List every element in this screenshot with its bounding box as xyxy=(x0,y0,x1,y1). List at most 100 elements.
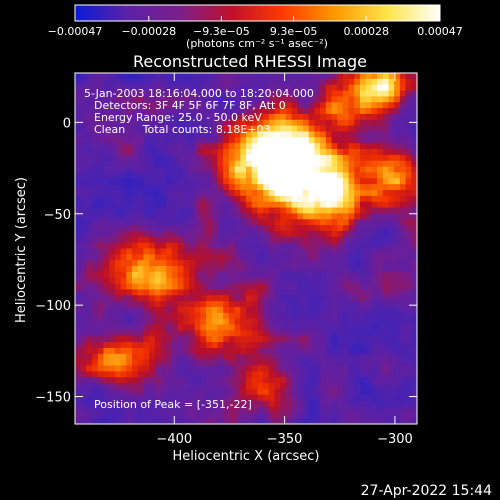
heatmap-cell xyxy=(177,160,184,168)
heatmap-cell xyxy=(228,73,236,80)
heatmap-cell xyxy=(371,78,378,86)
heatmap-cell xyxy=(132,172,139,179)
heatmap-cell xyxy=(291,119,298,127)
heatmap-cell xyxy=(86,406,93,413)
heatmap-cell xyxy=(200,178,207,185)
heatmap-cell xyxy=(92,201,99,209)
heatmap-cell xyxy=(171,394,179,402)
heatmap-cell xyxy=(114,277,122,285)
heatmap-cell xyxy=(171,190,179,197)
heatmap-cell xyxy=(228,312,236,320)
heatmap-cell xyxy=(377,73,384,80)
heatmap-cell xyxy=(360,236,367,244)
heatmap-cell xyxy=(285,242,293,250)
heatmap-cell xyxy=(394,219,401,226)
heatmap-cell xyxy=(200,307,207,314)
heatmap-cell xyxy=(382,406,390,413)
heatmap-cell xyxy=(75,394,82,402)
heatmap-cell xyxy=(297,73,304,80)
heatmap-cell xyxy=(257,371,264,378)
heatmap-cell xyxy=(137,260,144,267)
heatmap-cell xyxy=(92,160,99,168)
heatmap-cell xyxy=(325,289,333,296)
heatmap-cell xyxy=(92,383,99,390)
heatmap-cell xyxy=(285,248,293,255)
heatmap-cell xyxy=(342,318,350,326)
heatmap-cell xyxy=(228,230,236,238)
heatmap-cell xyxy=(200,388,207,396)
heatmap-cell xyxy=(183,406,190,413)
heatmap-cell xyxy=(257,412,264,419)
heatmap-cell xyxy=(291,359,298,367)
heatmap-cell xyxy=(126,225,133,232)
heatmap-cell xyxy=(171,230,179,238)
heatmap-cell xyxy=(365,418,372,424)
heatmap-cell xyxy=(280,125,287,133)
heatmap-cell xyxy=(308,108,315,115)
heatmap-cell xyxy=(320,73,327,80)
heatmap-cell xyxy=(160,78,167,86)
heatmap-image xyxy=(75,73,417,424)
heatmap-cell xyxy=(166,102,173,109)
heatmap-cell xyxy=(360,119,367,127)
heatmap-cell xyxy=(154,102,162,109)
heatmap-cell xyxy=(228,266,236,273)
heatmap-cell xyxy=(285,219,293,226)
heatmap-cell xyxy=(149,166,156,174)
heatmap-cell xyxy=(211,149,219,156)
heatmap-cell xyxy=(285,207,293,214)
heatmap-cell xyxy=(280,90,287,97)
heatmap-cell xyxy=(177,154,184,162)
heatmap-cell xyxy=(297,307,304,314)
heatmap-cell xyxy=(75,359,82,367)
heatmap-cell xyxy=(354,394,361,402)
heatmap-cell xyxy=(143,242,150,250)
heatmap-cell xyxy=(217,219,224,226)
heatmap-cell xyxy=(274,301,281,308)
heatmap-cell xyxy=(183,207,190,214)
heatmap-cell xyxy=(388,166,395,174)
heatmap-cell xyxy=(274,388,281,396)
heatmap-cell xyxy=(274,406,281,413)
heatmap-cell xyxy=(80,394,87,402)
heatmap-cell xyxy=(149,149,156,156)
heatmap-cell xyxy=(75,418,82,424)
heatmap-cell xyxy=(394,318,401,326)
heatmap-cell xyxy=(120,318,127,326)
heatmap-cell xyxy=(234,283,241,291)
heatmap-cell xyxy=(137,213,144,220)
heatmap-cell xyxy=(80,342,87,349)
heatmap-cell xyxy=(303,225,310,232)
heatmap-cell xyxy=(331,201,338,209)
heatmap-cell xyxy=(154,412,162,419)
heatmap-cell xyxy=(268,312,276,320)
heatmap-cell xyxy=(189,312,196,320)
heatmap-cell xyxy=(183,383,190,390)
x-tick-label: −400 xyxy=(156,432,192,447)
heatmap-cell xyxy=(280,137,287,144)
heatmap-cell xyxy=(331,190,338,197)
heatmap-cell xyxy=(183,113,190,121)
heatmap-cell xyxy=(217,301,224,308)
heatmap-cell xyxy=(314,143,321,150)
heatmap-cell xyxy=(360,96,367,103)
heatmap-cell xyxy=(217,365,224,372)
heatmap-cell xyxy=(132,266,139,273)
heatmap-cell xyxy=(86,271,93,279)
heatmap-cell xyxy=(371,143,378,150)
heatmap-cell xyxy=(223,266,230,273)
heatmap-cell xyxy=(371,108,378,115)
heatmap-cell xyxy=(217,84,224,92)
heatmap-cell xyxy=(251,137,258,144)
heatmap-cell xyxy=(223,271,230,279)
heatmap-cell xyxy=(291,295,298,302)
heatmap-cell xyxy=(314,365,321,372)
heatmap-cell xyxy=(120,394,127,402)
heatmap-cell xyxy=(97,260,105,267)
heatmap-cell xyxy=(251,260,258,267)
heatmap-cell xyxy=(320,160,327,168)
heatmap-cell xyxy=(75,201,82,209)
heatmap-cell xyxy=(320,330,327,337)
heatmap-cell xyxy=(92,271,99,279)
heatmap-cell xyxy=(360,125,367,133)
